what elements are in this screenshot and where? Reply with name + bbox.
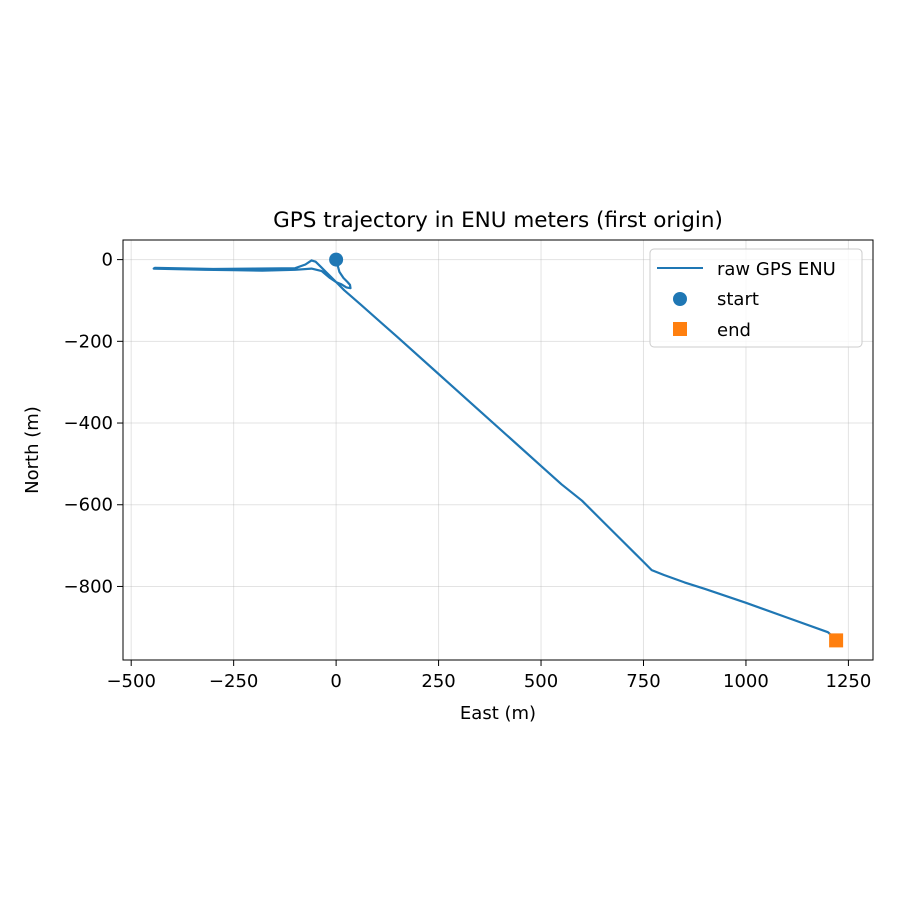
legend-start-swatch: [673, 292, 687, 306]
x-tick-label: 1250: [826, 671, 872, 692]
y-axis-label: North (m): [22, 406, 43, 494]
x-tick-label: 0: [330, 671, 341, 692]
plot-frame: [122, 239, 874, 661]
legend-end-swatch: [673, 322, 687, 336]
y-tick-label: −400: [64, 413, 113, 434]
y-tick-label: 0: [102, 250, 113, 271]
legend-label-start: start: [717, 289, 759, 310]
x-tick-label: 750: [626, 671, 660, 692]
y-axis-ticks: 0 −200 −400 −600 −800: [64, 250, 123, 597]
y-tick-label: −800: [64, 576, 113, 597]
legend-label-raw-gps-enu: raw GPS ENU: [717, 259, 836, 280]
trajectory-line: [152, 258, 837, 640]
x-axis-ticks: −500 −250 0 250 500 750 1000 1250: [106, 660, 871, 692]
plot-area: [152, 252, 844, 648]
legend-box: [649, 248, 863, 348]
y-tick-label: −200: [64, 331, 113, 352]
legend: raw GPS ENU start end: [649, 248, 863, 348]
x-tick-label: 1000: [723, 671, 769, 692]
x-axis-label: East (m): [460, 703, 536, 724]
x-tick-label: −250: [209, 671, 258, 692]
end-point: [829, 633, 844, 648]
chart-title: GPS trajectory in ENU meters (first orig…: [273, 208, 723, 233]
y-tick-label: −600: [64, 495, 113, 516]
x-tick-label: 500: [524, 671, 558, 692]
legend-label-end: end: [717, 320, 751, 341]
x-tick-label: 250: [421, 671, 455, 692]
x-tick-label: −500: [106, 671, 155, 692]
start-point: [329, 252, 344, 267]
